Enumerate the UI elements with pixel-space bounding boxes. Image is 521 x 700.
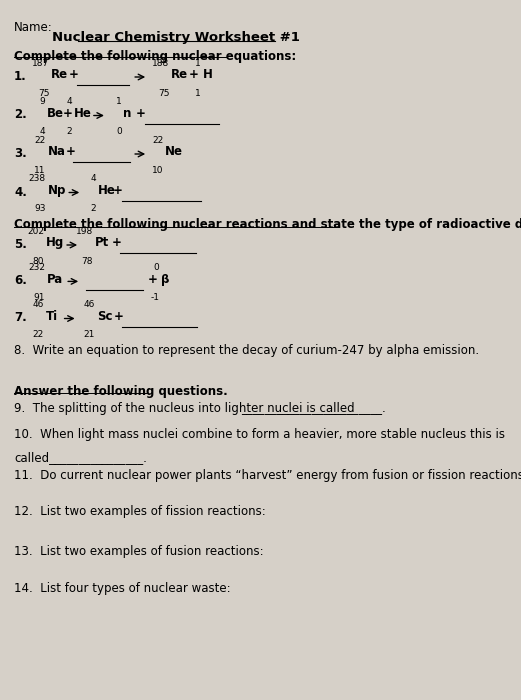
Text: 21: 21	[84, 330, 95, 340]
Text: 9.  The splitting of the nucleus into lighter nuclei is called: 9. The splitting of the nucleus into lig…	[14, 402, 355, 415]
Text: Na: Na	[47, 146, 66, 158]
Text: 5.: 5.	[14, 238, 27, 251]
Text: Complete the following nuclear equations:: Complete the following nuclear equations…	[14, 50, 296, 64]
Text: 1: 1	[195, 89, 201, 98]
Text: 232: 232	[28, 263, 45, 272]
Text: Nuclear Chemistry Worksheet #1: Nuclear Chemistry Worksheet #1	[53, 32, 300, 45]
Text: called________________.: called________________.	[14, 451, 147, 464]
Text: He: He	[74, 107, 92, 120]
Text: 4.: 4.	[14, 186, 27, 199]
Text: Name:: Name:	[14, 21, 53, 34]
Text: 188: 188	[152, 59, 169, 68]
Text: 6.: 6.	[14, 274, 27, 288]
Text: +: +	[136, 107, 146, 120]
Text: 22: 22	[34, 136, 46, 145]
Text: +: +	[66, 146, 76, 158]
Text: 202: 202	[27, 227, 44, 236]
Text: β: β	[161, 273, 169, 286]
Text: Pa: Pa	[47, 273, 63, 286]
Text: 46: 46	[33, 300, 44, 309]
Text: Hg: Hg	[46, 237, 64, 249]
Text: 10: 10	[152, 166, 163, 175]
Text: 13.  List two examples of fusion reactions:: 13. List two examples of fusion reaction…	[14, 545, 264, 558]
Text: 11.  Do current nuclear power plants “harvest” energy from fusion or fission rea: 11. Do current nuclear power plants “har…	[14, 469, 521, 482]
Text: 2: 2	[67, 127, 72, 136]
Text: 8.  Write an equation to represent the decay of curium-247 by alpha emission.: 8. Write an equation to represent the de…	[14, 344, 479, 358]
Text: Np: Np	[47, 184, 66, 197]
Text: 198: 198	[76, 227, 93, 236]
Text: 46: 46	[84, 300, 95, 309]
Text: Ne: Ne	[165, 146, 183, 158]
Text: 2.: 2.	[14, 108, 27, 122]
Text: Be: Be	[46, 107, 64, 120]
Text: +: +	[189, 69, 199, 81]
Text: 238: 238	[29, 174, 46, 183]
Text: 12.  List two examples of fission reactions:: 12. List two examples of fission reactio…	[14, 505, 266, 519]
Text: 78: 78	[81, 257, 93, 266]
Text: 11: 11	[34, 166, 46, 175]
Text: 75: 75	[158, 89, 169, 98]
Text: -1: -1	[151, 293, 159, 302]
Text: n: n	[123, 107, 132, 120]
Text: 80: 80	[33, 257, 44, 266]
Text: 10.  When light mass nuclei combine to form a heavier, more stable nucleus this : 10. When light mass nuclei combine to fo…	[14, 428, 505, 442]
Text: 4: 4	[67, 97, 72, 106]
Text: 187: 187	[32, 59, 49, 68]
Text: +: +	[114, 310, 124, 323]
Text: 14.  List four types of nuclear waste:: 14. List four types of nuclear waste:	[14, 582, 231, 596]
Text: Sc: Sc	[97, 310, 113, 323]
Text: 9: 9	[39, 97, 45, 106]
Text: 0: 0	[116, 127, 122, 136]
Text: 1: 1	[116, 97, 122, 106]
Text: 2: 2	[91, 204, 96, 214]
Text: Re: Re	[51, 69, 68, 81]
Text: 93: 93	[34, 204, 46, 214]
Text: 22: 22	[152, 136, 163, 145]
Text: 1.: 1.	[14, 70, 27, 83]
Text: H: H	[203, 69, 213, 81]
Text: 75: 75	[38, 89, 49, 98]
Text: Ti: Ti	[46, 310, 58, 323]
Text: Answer the following questions.: Answer the following questions.	[14, 385, 228, 398]
Text: +: +	[63, 107, 72, 120]
Text: +: +	[112, 237, 122, 249]
Text: 7.: 7.	[14, 312, 27, 325]
Text: 91: 91	[34, 293, 45, 302]
Text: 22: 22	[33, 330, 44, 340]
Text: 0: 0	[154, 263, 159, 272]
Text: 4: 4	[39, 127, 45, 136]
Text: ________________________.: ________________________.	[242, 402, 386, 415]
Text: Re: Re	[171, 69, 188, 81]
Text: +: +	[147, 273, 157, 286]
Text: Pt: Pt	[94, 237, 109, 249]
Text: Complete the following nuclear reactions and state the type of radioactive decay: Complete the following nuclear reactions…	[14, 218, 521, 232]
Text: 1: 1	[195, 59, 201, 68]
Text: +: +	[113, 184, 123, 197]
Text: 3.: 3.	[14, 147, 27, 160]
Text: +: +	[69, 69, 79, 81]
Text: He: He	[98, 184, 116, 197]
Text: 4: 4	[91, 174, 96, 183]
